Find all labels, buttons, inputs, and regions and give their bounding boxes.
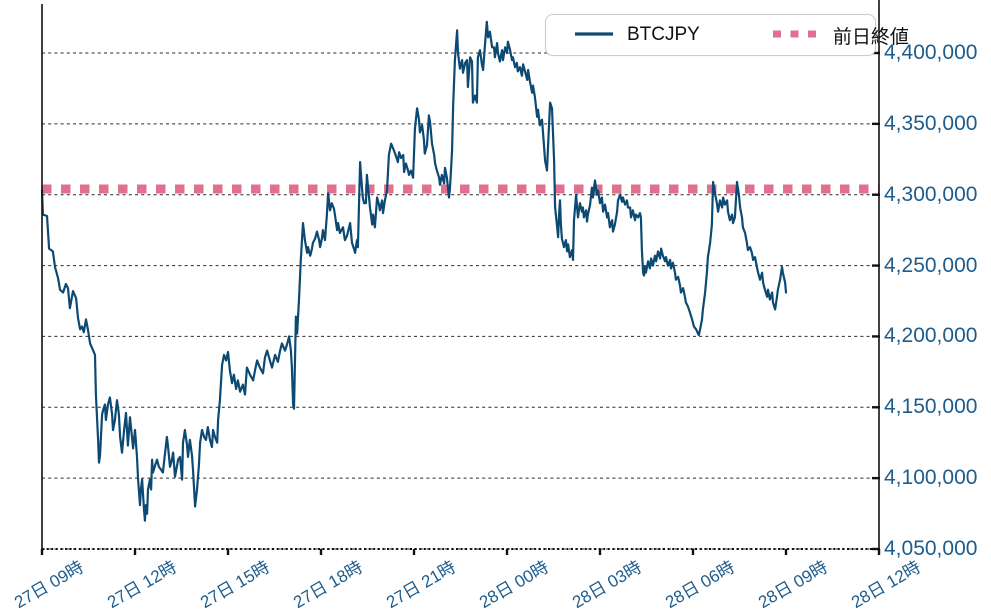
legend-entry-prev-close[interactable]: 前日終値 (772, 22, 909, 49)
y-axis-label: 4,100,000 (884, 466, 978, 490)
y-axis-label: 4,050,000 (884, 537, 978, 560)
solid-line-sample-icon (574, 26, 614, 44)
y-axis-label: 4,300,000 (884, 182, 978, 206)
y-axis-label: 4,250,000 (884, 253, 978, 277)
y-axis-label: 4,350,000 (884, 111, 978, 135)
dashed-line-sample-icon (772, 26, 820, 44)
y-axis-label: 4,200,000 (884, 324, 978, 348)
y-axis-label: 4,400,000 (884, 41, 978, 64)
btcjpy-price-line (40, 20, 788, 522)
legend-label-prev-close: 前日終値 (832, 26, 909, 48)
y-axis-label: 4,150,000 (884, 395, 978, 419)
legend: BTCJPY 前日終値 (545, 14, 909, 56)
legend-entry-btcjpy[interactable]: BTCJPY (574, 24, 700, 46)
legend-label-btcjpy: BTCJPY (627, 24, 700, 45)
